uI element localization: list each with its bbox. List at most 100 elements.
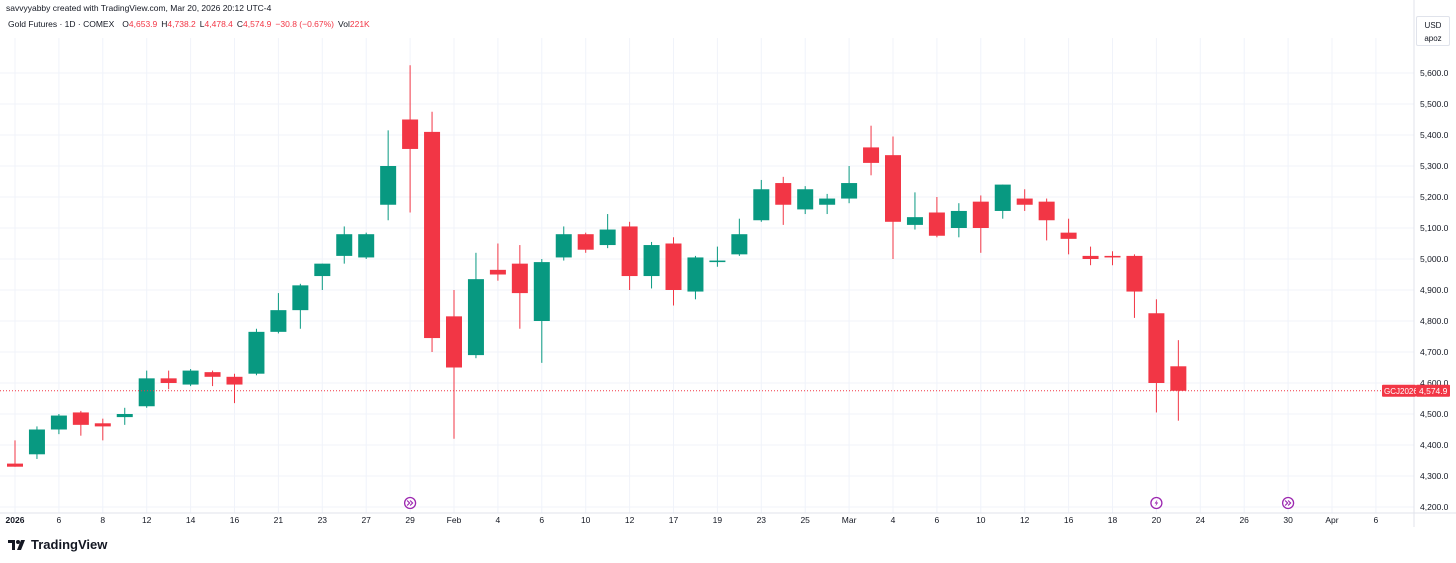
chart-credit: savvyyabby created with TradingView.com,… xyxy=(6,3,272,13)
price-tick-label: 5,600.0 xyxy=(1420,68,1449,78)
tradingview-brand: TradingView xyxy=(8,537,107,552)
candle-body xyxy=(1082,255,1099,259)
candle-body xyxy=(204,372,221,377)
candle-body xyxy=(402,119,419,149)
time-tick-label: 24 xyxy=(1196,515,1206,525)
time-tick-label: 20 xyxy=(1152,515,1162,525)
candle-body xyxy=(50,415,67,430)
volume-label: Vol xyxy=(338,19,350,29)
candle-body xyxy=(643,245,660,277)
time-tick-label: 6 xyxy=(1374,515,1379,525)
candle-body xyxy=(753,189,770,221)
candle-body xyxy=(446,316,462,368)
candle-body xyxy=(1126,255,1143,292)
candle-body xyxy=(28,429,45,455)
candle-body xyxy=(7,463,23,467)
time-tick-label: 30 xyxy=(1283,515,1293,525)
price-tick-label: 4,400.0 xyxy=(1420,440,1449,450)
time-tick-label: 4 xyxy=(891,515,896,525)
price-tick-label: 4,700.0 xyxy=(1420,347,1449,357)
volume-value: 221K xyxy=(349,19,370,29)
time-tick-label: 10 xyxy=(976,515,986,525)
time-tick-label: 6 xyxy=(539,515,544,525)
candle-body xyxy=(775,183,792,205)
candle-body xyxy=(489,269,506,275)
time-tick-label: 10 xyxy=(581,515,591,525)
currency-sub: apoz xyxy=(1424,34,1442,43)
candle-body xyxy=(928,212,945,236)
double-chevron-glyph xyxy=(1284,500,1292,506)
last-price-label xyxy=(1416,384,1450,397)
brand-name: TradingView xyxy=(31,537,108,552)
symbol-code-text: GCJ2026 xyxy=(1384,387,1418,396)
time-tick-label: 23 xyxy=(318,515,328,525)
price-tick-label: 4,600.0 xyxy=(1420,378,1449,388)
candle-body xyxy=(94,423,111,427)
close-label: C xyxy=(236,19,244,29)
candle-body xyxy=(819,198,836,205)
price-tick-label: 5,300.0 xyxy=(1420,161,1449,171)
candle-body xyxy=(511,263,528,294)
time-tick-label: 23 xyxy=(757,515,767,525)
candle-body xyxy=(1060,232,1077,239)
price-axis[interactable]: 4,200.0 4,300.0 4,400.0 4,500.0 4,600.0 4,700… xyxy=(1382,68,1450,512)
candle-body xyxy=(72,412,89,425)
currency-code: USD xyxy=(1424,21,1442,30)
time-tick-label: 16 xyxy=(230,515,240,525)
price-tick-label: 4,900.0 xyxy=(1420,285,1449,295)
time-axis[interactable]: 2026 6 8 12 14 16 21 23 27 29 Feb 4 6 10 12 17 19 23 25 Mar… xyxy=(6,515,1379,525)
time-tick-label: 4 xyxy=(496,515,501,525)
time-tick-label: 12 xyxy=(625,515,635,525)
price-tick-label: 4,200.0 xyxy=(1420,502,1449,512)
time-tick-label: 6 xyxy=(57,515,62,525)
candles xyxy=(7,65,1187,467)
candle-body xyxy=(138,378,155,407)
tradingview-logo-icon xyxy=(8,539,25,550)
symbol-price-label xyxy=(1382,384,1416,397)
time-tick-label: 19 xyxy=(713,515,723,525)
candle-body xyxy=(841,183,858,199)
lightning-icon[interactable] xyxy=(1150,496,1163,510)
candle-body xyxy=(1016,198,1033,205)
time-tick-label: Feb xyxy=(447,515,462,525)
price-tick-label: 4,800.0 xyxy=(1420,316,1449,326)
time-tick-label: 12 xyxy=(1020,515,1030,525)
candle-body xyxy=(533,262,550,321)
symbol-name[interactable]: Gold Futures · 1D · COMEX xyxy=(8,19,115,29)
price-tick-label: 5,100.0 xyxy=(1420,223,1449,233)
time-tick-label: Apr xyxy=(1325,515,1338,525)
candle-body xyxy=(994,184,1011,211)
price-tick-label: 5,400.0 xyxy=(1420,130,1449,140)
candle-body xyxy=(248,331,265,374)
price-tick-label: 5,500.0 xyxy=(1420,99,1449,109)
event-markers[interactable] xyxy=(403,496,1295,510)
low-label: L xyxy=(199,19,205,29)
currency-label[interactable]: USD apoz xyxy=(1416,19,1450,45)
symbol-legend[interactable]: Gold Futures · 1D · COMEX O4,653.9 H4,73… xyxy=(8,19,370,29)
high-value: 4,738.2 xyxy=(167,19,196,29)
currency-selector[interactable] xyxy=(1416,16,1450,46)
time-tick-label: 17 xyxy=(669,515,679,525)
double-chevron-icon[interactable] xyxy=(403,496,417,510)
candle-body xyxy=(577,234,594,250)
price-tick-label: 4,500.0 xyxy=(1420,409,1449,419)
candle-body xyxy=(358,234,375,258)
double-chevron-icon[interactable] xyxy=(1281,496,1295,510)
time-tick-label: 25 xyxy=(800,515,810,525)
price-tick-label: 5,000.0 xyxy=(1420,254,1449,264)
candle-body xyxy=(731,234,748,255)
candle-body xyxy=(972,201,989,228)
candle-body xyxy=(1170,366,1187,391)
candle-body xyxy=(1104,255,1121,258)
candle-body xyxy=(1148,313,1165,383)
candle-body xyxy=(182,370,199,385)
close-value: 4,574.9 xyxy=(243,19,272,29)
price-tick-label: 5,200.0 xyxy=(1420,192,1449,202)
candle-body xyxy=(292,285,309,311)
candle-body xyxy=(226,376,243,385)
candle-body xyxy=(665,243,682,290)
candle-body xyxy=(863,147,880,163)
time-tick-label: 26 xyxy=(1239,515,1249,525)
candle-body xyxy=(116,414,133,418)
